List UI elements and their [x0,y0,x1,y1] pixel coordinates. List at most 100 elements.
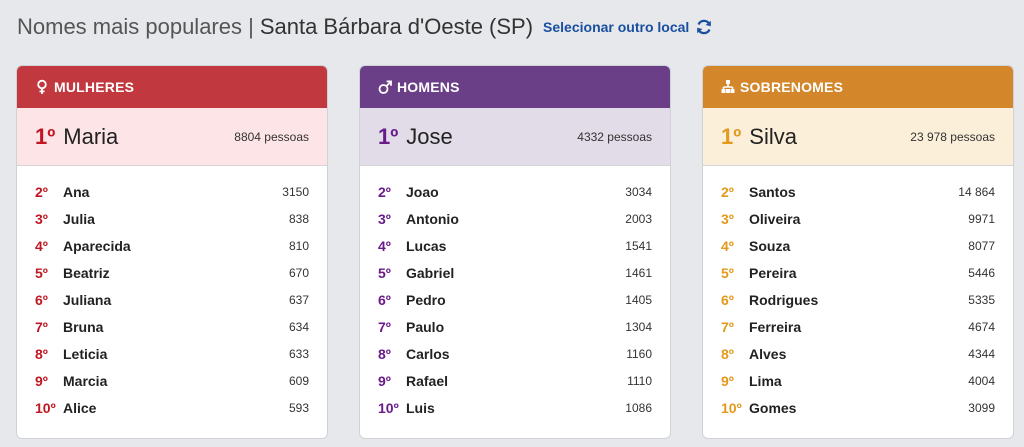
rank-number: 2º [35,183,48,200]
male-icon [378,79,392,95]
item-name: Gabriel [406,264,455,281]
top-name: Jose [406,123,453,149]
item-name: Juliana [63,291,112,308]
item-name: Carlos [406,345,450,362]
item-count: 3099 [968,400,995,415]
rank-number: 7º [721,318,734,335]
surnames-card-title: SOBRENOMES [740,79,844,95]
item-name: Paulo [406,318,445,335]
men-card-title: HOMENS [397,79,460,95]
list-item: 2º Joao 3034 [360,178,670,205]
rank-number: 8º [378,345,391,362]
rank-number: 6º [721,291,734,308]
item-count: 5446 [968,265,995,280]
family-tree-icon [721,79,735,95]
women-card: MULHERES 1º Maria 8804 pessoas 2º Ana 3150… [16,65,328,439]
item-count: 637 [288,292,309,307]
rank-number: 3º [378,210,391,227]
item-name: Pedro [406,291,446,308]
rank-number: 7º [378,318,391,335]
list-item: 9º Lima 4004 [703,367,1013,394]
item-name: Gomes [749,399,797,416]
rank-number: 10º [378,399,399,416]
item-count: 14 864 [958,184,995,199]
item-count: 3034 [625,184,652,199]
list-item: 4º Aparecida 810 [17,232,327,259]
item-count: 2003 [625,211,652,226]
rank-number: 6º [35,291,48,308]
ranking-list: 2º Joao 3034 3º Antonio 2003 4º Lucas 1541 5º G… [360,166,670,421]
rank-number: 8º [35,345,48,362]
list-item: 7º Bruna 634 [17,313,327,340]
list-item: 9º Rafael 1110 [360,367,670,394]
list-item: 7º Ferreira 4674 [703,313,1013,340]
list-item: 5º Beatriz 670 [17,259,327,286]
item-count: 1541 [625,238,652,253]
rank-number: 1º [35,123,56,149]
list-item: 5º Pereira 5446 [703,259,1013,286]
item-count: 4344 [968,346,995,361]
item-name: Joao [406,183,439,200]
rank-number: 4º [378,237,391,254]
item-name: Beatriz [63,264,110,281]
item-count: 593 [288,400,309,415]
item-name: Luis [406,399,435,416]
list-item: 5º Gabriel 1461 [360,259,670,286]
rank-number: 10º [721,399,742,416]
rank-number: 1º [378,123,399,149]
list-item: 10º Gomes 3099 [703,394,1013,421]
top-count: 8804 pessoas [234,129,309,144]
rank-number: 8º [721,345,734,362]
top-count: 23 978 pessoas [910,129,995,144]
list-item: 9º Marcia 609 [17,367,327,394]
rank-number: 7º [35,318,48,335]
women-card-header: MULHERES [17,66,327,108]
rank-number: 6º [378,291,391,308]
item-name: Julia [63,210,95,227]
change-location-link[interactable]: Selecionar outro local [543,18,713,36]
list-item: 2º Ana 3150 [17,178,327,205]
item-name: Rodrigues [749,291,819,308]
item-name: Alice [63,399,97,416]
item-count: 810 [288,238,309,253]
item-count: 1110 [627,373,652,388]
list-item: 8º Alves 4344 [703,340,1013,367]
top-ranked-row: 1º Silva 23 978 pessoas [703,108,1013,166]
top-count: 4332 pessoas [577,129,652,144]
location-name: Santa Bárbara d'Oeste (SP) [259,14,534,39]
rank-number: 5º [35,264,48,281]
list-item: 8º Leticia 633 [17,340,327,367]
item-name: Ana [63,183,90,200]
rank-number: 4º [35,237,48,254]
item-count: 9971 [968,211,995,226]
item-name: Aparecida [63,237,131,254]
item-name: Antonio [406,210,459,227]
item-count: 609 [288,373,309,388]
rank-number: 1º [721,123,742,149]
list-item: 6º Juliana 637 [17,286,327,313]
list-item: 6º Pedro 1405 [360,286,670,313]
item-count: 838 [288,211,309,226]
list-item: 3º Antonio 2003 [360,205,670,232]
list-item: 4º Lucas 1541 [360,232,670,259]
item-count: 670 [288,265,309,280]
rank-number: 3º [721,210,734,227]
rank-number: 9º [721,372,734,389]
top-name: Silva [749,123,797,149]
item-name: Marcia [63,372,108,389]
ranking-list: 2º Santos 14 864 3º Oliveira 9971 4º Souza 807… [703,166,1013,421]
surnames-card-header: SOBRENOMES [703,66,1013,108]
rank-number: 2º [378,183,391,200]
men-card: HOMENS 1º Jose 4332 pessoas 2º Joao 3034 3… [359,65,671,439]
item-name: Ferreira [749,318,802,335]
page-header: Nomes mais populares | Santa Bárbara d'O… [17,14,713,40]
list-item: 3º Oliveira 9971 [703,205,1013,232]
item-name: Oliveira [749,210,801,227]
rank-number: 9º [35,372,48,389]
item-name: Leticia [63,345,108,362]
ranking-list: 2º Ana 3150 3º Julia 838 4º Aparecida 810 5º Be… [17,166,327,421]
ranking-cards: MULHERES 1º Maria 8804 pessoas 2º Ana 3150… [16,65,1014,439]
item-count: 5335 [968,292,995,307]
list-item: 8º Carlos 1160 [360,340,670,367]
item-name: Rafael [406,372,449,389]
